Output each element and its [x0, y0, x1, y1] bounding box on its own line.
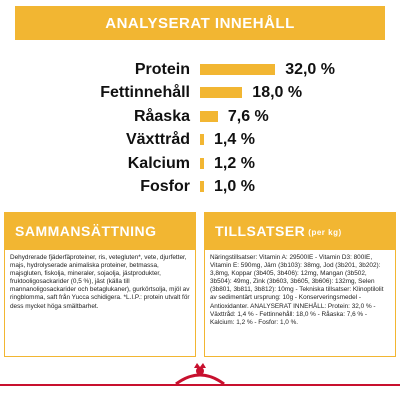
- bar: [200, 134, 204, 146]
- section-header: TILLSATSER (per kg): [205, 212, 395, 250]
- header-subtitle: (per kg): [308, 228, 342, 237]
- bar: [200, 157, 204, 169]
- analysis-row: Fosfor 1,0 %: [0, 175, 400, 198]
- value-label: 7,6 %: [227, 107, 269, 125]
- row-label: Råaska: [133, 107, 190, 125]
- value-label: 32,0 %: [285, 61, 335, 78]
- bar: [200, 64, 276, 75]
- value-label: 1,4 %: [214, 131, 255, 149]
- composition-text: Dehydrerade fjäderfäproteiner, ris, vete…: [10, 254, 190, 310]
- additives-panel: TILLSATSER (per kg) Näringstillsatser: Vi…: [204, 212, 396, 357]
- value-label: 18,0 %: [252, 84, 303, 102]
- header-text: SAMMANSÄTTNING: [15, 223, 157, 239]
- analysis-row: Fettinnehåll 18,0 %: [0, 81, 400, 104]
- section-header: ANALYSERAT INNEHÅLL: [15, 6, 385, 40]
- value-label: 1,0 %: [214, 178, 255, 195]
- row-label: Fosfor: [140, 178, 190, 195]
- row-label: Fettinnehåll: [100, 84, 190, 102]
- composition-panel: SAMMANSÄTTNING Dehydrerade fjäderfäprote…: [4, 212, 196, 357]
- footer-line: [0, 384, 400, 386]
- bar: [200, 110, 218, 122]
- logo: [175, 363, 225, 386]
- bar: [200, 87, 243, 99]
- analysis-row: Kalcium 1,2 %: [0, 152, 400, 175]
- row-label: Protein: [134, 61, 190, 78]
- analysis-row: Råaska 7,6 %: [0, 105, 400, 128]
- analysis-row: Växttråd 1,4 %: [0, 128, 400, 151]
- additives-text: Näringstillsatser: Vitamin A: 29500IE - …: [210, 254, 384, 326]
- section-header: SAMMANSÄTTNING: [5, 212, 195, 250]
- row-label: Kalcium: [127, 154, 190, 172]
- header-text: TILLSATSER: [215, 223, 306, 239]
- analysis-row: Protein 32,0 %: [0, 58, 400, 81]
- value-label: 1,2 %: [214, 154, 255, 172]
- row-label: Växttråd: [125, 131, 190, 149]
- bar: [200, 181, 204, 192]
